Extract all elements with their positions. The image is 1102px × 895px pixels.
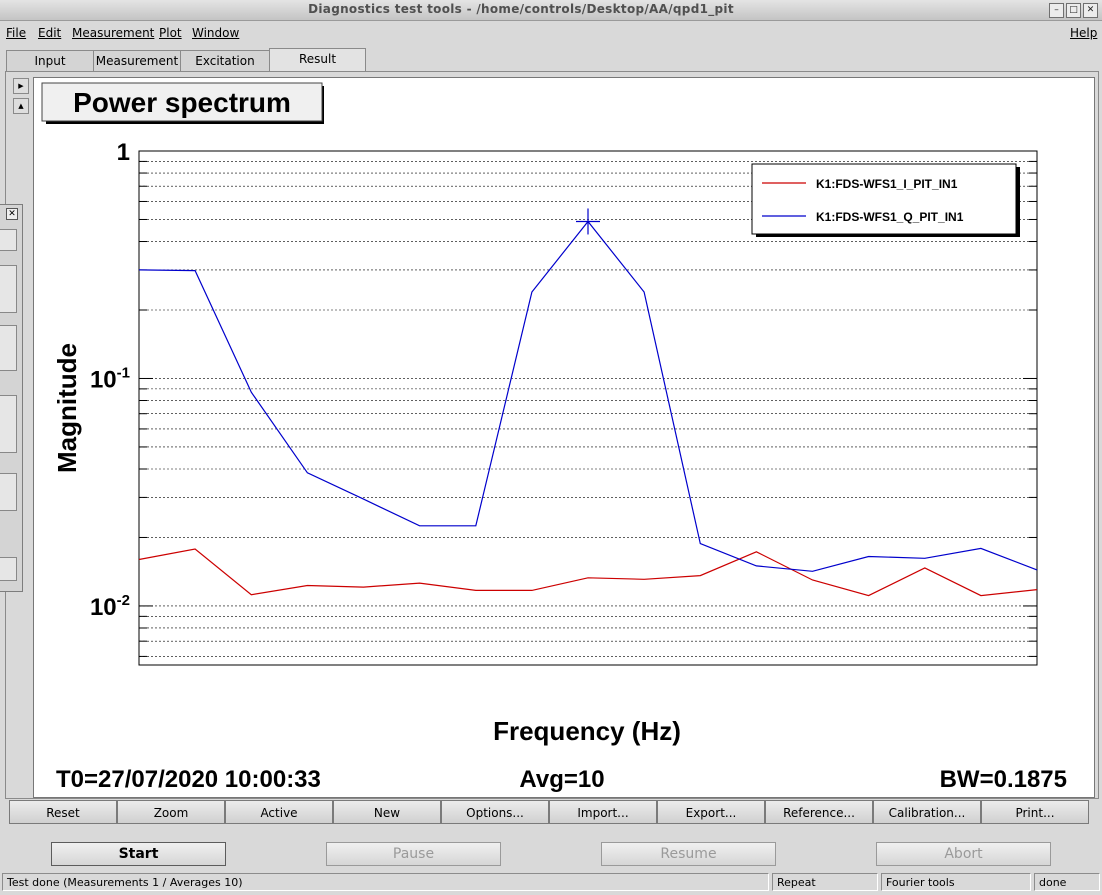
- menu-help-label: Help: [1070, 26, 1098, 40]
- reset-button[interactable]: Reset: [9, 800, 117, 824]
- title-box: [41, 82, 323, 122]
- cursor-layer: [576, 208, 600, 235]
- left-side-panel: ✕: [0, 204, 23, 592]
- menu-plot-label: Plot: [159, 26, 182, 40]
- y-tick-label: 1: [117, 139, 130, 166]
- series-line-1: [138, 220, 1038, 572]
- y-tick-label: 10-2: [90, 592, 130, 621]
- start-button[interactable]: Start: [51, 842, 226, 866]
- import-button[interactable]: Import...: [549, 800, 657, 824]
- panel-field[interactable]: [0, 265, 17, 313]
- grid-layer: [139, 150, 1037, 657]
- close-icon[interactable]: ✕: [1083, 3, 1098, 18]
- series-line-0: [138, 548, 1038, 597]
- y-axis-label: Magnitude: [52, 343, 82, 473]
- options-button[interactable]: Options...: [441, 800, 549, 824]
- legend: K1:FDS-WFS1_I_PIT_IN1 K1:FDS-WFS1_Q_PIT_I…: [762, 177, 964, 224]
- menu-window[interactable]: Window: [192, 26, 239, 40]
- plot-title: Power spectrum: [73, 87, 291, 118]
- legend-label: K1:FDS-WFS1_I_PIT_IN1: [816, 177, 958, 191]
- menu-window-label: Window: [192, 26, 240, 40]
- panel-field[interactable]: [0, 229, 17, 251]
- panel-field[interactable]: [0, 325, 17, 371]
- print-button[interactable]: Print...: [981, 800, 1089, 824]
- chevron-right-icon[interactable]: ▶: [13, 78, 29, 94]
- plot-frame: [138, 150, 1038, 666]
- abort-button[interactable]: Abort: [876, 842, 1051, 866]
- menu-file[interactable]: File: [6, 26, 26, 40]
- tab-result[interactable]: Result: [269, 48, 366, 72]
- menu-edit[interactable]: Edit: [38, 26, 61, 40]
- reference-button[interactable]: Reference...: [765, 800, 873, 824]
- chevron-up-icon[interactable]: ▲: [13, 98, 29, 114]
- menu-help[interactable]: Help: [1070, 26, 1097, 40]
- window-titlebar: Diagnostics test tools - /home/controls/…: [0, 0, 1102, 21]
- tab-measurement[interactable]: Measurement: [93, 50, 181, 71]
- plot-canvas[interactable]: Power spectrum 1 10-1 10-2 K1:FDS-WFS1_I_P…: [33, 77, 1095, 798]
- status-message: Test done (Measurements 1 / Averages 10): [2, 873, 769, 891]
- legend-label: K1:FDS-WFS1_Q_PIT_IN1: [816, 210, 964, 224]
- panel-close-icon[interactable]: ✕: [6, 208, 18, 220]
- active-button[interactable]: Active: [225, 800, 333, 824]
- x-axis-label: Frequency (Hz): [493, 716, 681, 746]
- bw-label: BW=0.1875: [940, 766, 1067, 793]
- menu-measurement-label: Measurement: [72, 26, 155, 40]
- menu-edit-label: Edit: [38, 26, 62, 40]
- power-spectrum-chart[interactable]: Power spectrum 1 10-1 10-2 K1:FDS-WFS1_I_P…: [34, 78, 1094, 797]
- panel-field[interactable]: [0, 473, 17, 511]
- panel-field[interactable]: [0, 557, 17, 581]
- calibration-button[interactable]: Calibration...: [873, 800, 981, 824]
- menu-bar: File Edit Measurement Plot Window Help: [0, 21, 1102, 45]
- menu-file-label: File: [6, 26, 27, 40]
- zoom-button[interactable]: Zoom: [117, 800, 225, 824]
- window-title: Diagnostics test tools - /home/controls/…: [308, 2, 734, 16]
- t0-label: T0=27/07/2020 10:00:33: [56, 766, 321, 793]
- status-mode: Repeat: [772, 873, 878, 891]
- y-tick-label: 10-1: [90, 364, 130, 393]
- status-bar: Test done (Measurements 1 / Averages 10)…: [0, 872, 1102, 895]
- avg-label: Avg=10: [519, 766, 604, 793]
- status-state: done: [1034, 873, 1100, 891]
- new-button[interactable]: New: [333, 800, 441, 824]
- status-tool: Fourier tools: [881, 873, 1031, 891]
- panel-field[interactable]: [0, 395, 17, 453]
- pause-button[interactable]: Pause: [326, 842, 501, 866]
- maximize-icon[interactable]: □: [1066, 3, 1081, 18]
- series-layer: [138, 220, 1038, 597]
- legend-box: [751, 163, 1017, 235]
- tab-input[interactable]: Input: [6, 50, 94, 71]
- y-tick-labels: 1 10-1 10-2: [90, 139, 130, 621]
- export-button[interactable]: Export...: [657, 800, 765, 824]
- minimize-icon[interactable]: –: [1049, 3, 1064, 18]
- menu-plot[interactable]: Plot: [159, 26, 182, 40]
- menu-measurement[interactable]: Measurement: [72, 26, 154, 40]
- resume-button[interactable]: Resume: [601, 842, 776, 866]
- tab-excitation[interactable]: Excitation: [180, 50, 270, 71]
